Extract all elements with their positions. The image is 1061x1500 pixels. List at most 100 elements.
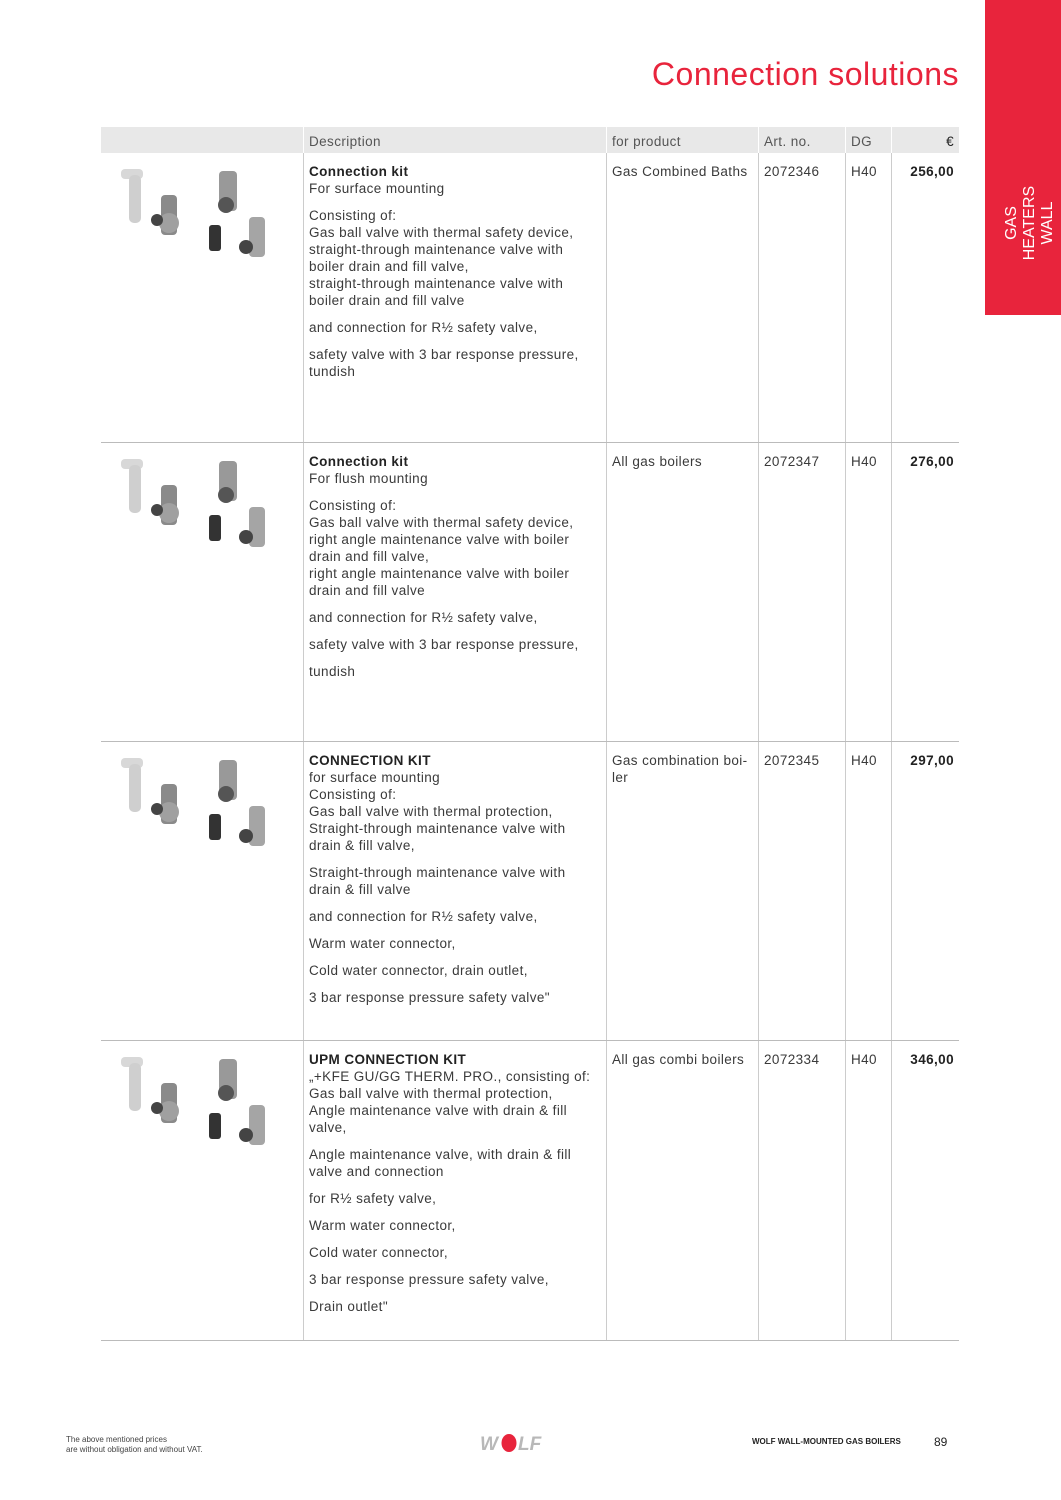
dg-cell: H40	[845, 741, 892, 1041]
description-cell: Connection kit For surface mounting Consis…	[303, 153, 607, 443]
product-title: CONNECTION KIT	[309, 752, 431, 768]
description-line: Warm water connector,	[309, 935, 456, 951]
description-line: right angle maintenance valve with boile…	[309, 531, 570, 547]
art-no-cell: 2072334	[758, 1040, 846, 1341]
description-line: For surface mounting	[309, 181, 445, 196]
description-block: Consisting of: Gas ball valve with therma…	[309, 207, 601, 309]
description-line: tundish	[309, 364, 356, 379]
wolf-logo: W LF	[480, 1434, 542, 1453]
table-header: Description for product Art. no. DG €	[101, 127, 959, 153]
description-block: and connection for R½ safety valve,	[309, 319, 601, 336]
col-art-no: Art. no.	[758, 127, 846, 153]
description-block: Angle maintenance valve, with drain & fi…	[309, 1146, 601, 1180]
table-row: Connection kit For flush mounting Consisti…	[101, 442, 959, 742]
side-tab	[985, 0, 1061, 315]
product-title: UPM CONNECTION KIT	[309, 1051, 467, 1067]
price-cell: 256,00	[891, 153, 959, 443]
description-block: for surface mounting Consisting of: Gas ba…	[309, 769, 601, 854]
description-cell: Connection kit For flush mounting Consisti…	[303, 442, 607, 742]
product-image	[101, 442, 304, 742]
product-image	[101, 1040, 304, 1341]
description-line: Gas ball valve with thermal safety devic…	[309, 225, 574, 240]
price-cell: 297,00	[891, 741, 959, 1041]
description-line: and connection for R½ safety valve,	[309, 609, 538, 625]
col-description: Description	[303, 127, 607, 153]
description-line: and connection for R½ safety valve,	[309, 320, 538, 335]
description-block: Cold water connector,	[309, 1244, 601, 1261]
col-dg: DG	[845, 127, 892, 153]
description-block: „+KFE GU/GG THERM. PRO., consisting of: G…	[309, 1068, 601, 1136]
description-block: safety valve with 3 bar response pressur…	[309, 636, 601, 653]
description-block: Consisting of: Gas ball valve with therma…	[309, 497, 601, 599]
dg-cell: H40	[845, 153, 892, 443]
description-block: Warm water connector,	[309, 935, 601, 952]
description-line: Consisting of:	[309, 208, 397, 223]
product-image	[101, 741, 304, 1041]
description-block: safety valve with 3 bar response pressur…	[309, 346, 601, 380]
product-table: Description for product Art. no. DG € Co…	[101, 127, 959, 1341]
for-product-cell: All gas boilers	[606, 442, 759, 742]
description-line: for surface mounting	[309, 769, 441, 785]
description-block: and connection for R½ safety valve,	[309, 908, 601, 925]
description-line: for R½ safety valve,	[309, 1190, 437, 1206]
description-line: drain and fill valve	[309, 582, 426, 598]
description-line: safety valve with 3 bar response pressur…	[309, 636, 579, 652]
description-cell: CONNECTION KIT for surface mounting Consis…	[303, 741, 607, 1041]
description-block: Cold water connector, drain outlet,	[309, 962, 601, 979]
description-block: tundish	[309, 663, 601, 680]
col-image	[101, 127, 304, 153]
table-row: Connection kit For surface mounting Consis…	[101, 153, 959, 443]
description-line: boiler drain and fill valve,	[309, 259, 469, 274]
side-tab-line: WALL	[1039, 201, 1056, 245]
description-line: Gas ball valve with thermal protection,	[309, 1085, 553, 1101]
col-price: €	[891, 127, 959, 153]
table-row: CONNECTION KIT for surface mounting Consis…	[101, 741, 959, 1041]
description-block: Drain outlet"	[309, 1298, 601, 1315]
description-line: 3 bar response pressure safety valve,	[309, 1271, 549, 1287]
description-line: drain & fill valve,	[309, 837, 415, 853]
product-image	[101, 153, 304, 443]
description-line: Drain outlet"	[309, 1298, 389, 1314]
description-line: Consisting of:	[309, 786, 397, 802]
description-line: drain and fill valve,	[309, 548, 430, 564]
description-line: Cold water connector, drain outlet,	[309, 962, 528, 978]
description-block: for R½ safety valve,	[309, 1190, 601, 1207]
footer-note: The above mentioned prices are without o…	[66, 1435, 203, 1455]
description-line: Cold water connector,	[309, 1244, 448, 1260]
product-title: Connection kit	[309, 164, 409, 179]
description-line: 3 bar response pressure safety valve"	[309, 989, 550, 1005]
table-row: UPM CONNECTION KIT „+KFE GU/GG THERM. PRO…	[101, 1040, 959, 1341]
description-block: Warm water connector,	[309, 1217, 601, 1234]
description-line: Straight-through maintenance valve with	[309, 864, 566, 880]
description-line: straight-through maintenance valve with	[309, 276, 564, 291]
dg-cell: H40	[845, 1040, 892, 1341]
description-line: drain & fill valve	[309, 881, 411, 897]
art-no-cell: 2072347	[758, 442, 846, 742]
for-product-cell: Gas combination boi-ler	[606, 741, 759, 1041]
description-line: Straight-through maintenance valve with	[309, 820, 566, 836]
page-number: 89	[934, 1435, 948, 1449]
description-line: Gas ball valve with thermal safety devic…	[309, 514, 574, 530]
description-line: Gas ball valve with thermal protection,	[309, 803, 553, 819]
description-line: boiler drain and fill valve	[309, 293, 465, 308]
description-block: 3 bar response pressure safety valve,	[309, 1271, 601, 1288]
svg-text:W: W	[480, 1434, 500, 1453]
description-block: and connection for R½ safety valve,	[309, 609, 601, 626]
description-line: For flush mounting	[309, 470, 429, 486]
product-title: Connection kit	[309, 453, 409, 469]
footer-brand-line: WOLF WALL-MOUNTED GAS BOILERS	[752, 1437, 901, 1446]
description-line: and connection for R½ safety valve,	[309, 908, 538, 924]
art-no-cell: 2072346	[758, 153, 846, 443]
description-line: Angle maintenance valve, with drain & fi…	[309, 1146, 572, 1162]
description-block: 3 bar response pressure safety valve"	[309, 989, 601, 1006]
footer-note-line: are without obligation and without VAT.	[66, 1445, 203, 1454]
description-line: Warm water connector,	[309, 1217, 456, 1233]
description-block: For surface mounting	[309, 180, 601, 197]
price-cell: 346,00	[891, 1040, 959, 1341]
description-line: valve and connection	[309, 1163, 444, 1179]
for-product-cell: All gas combi boilers	[606, 1040, 759, 1341]
description-line: tundish	[309, 663, 356, 679]
page-title: Connection solutions	[651, 56, 959, 92]
side-tab-label: GAS HEATERS WALL	[1003, 168, 1057, 278]
